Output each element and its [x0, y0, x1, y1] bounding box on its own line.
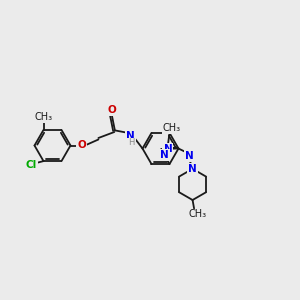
Text: N: N	[126, 131, 135, 141]
Text: N: N	[164, 144, 172, 154]
Text: Cl: Cl	[26, 160, 37, 170]
Text: O: O	[77, 140, 86, 151]
Text: O: O	[107, 105, 116, 115]
Text: CH₃: CH₃	[188, 209, 206, 219]
Text: N: N	[160, 150, 169, 160]
Text: N: N	[188, 164, 197, 174]
Text: CH₃: CH₃	[163, 123, 181, 133]
Text: H: H	[128, 138, 134, 147]
Text: CH₃: CH₃	[34, 112, 52, 122]
Text: N: N	[184, 151, 193, 161]
